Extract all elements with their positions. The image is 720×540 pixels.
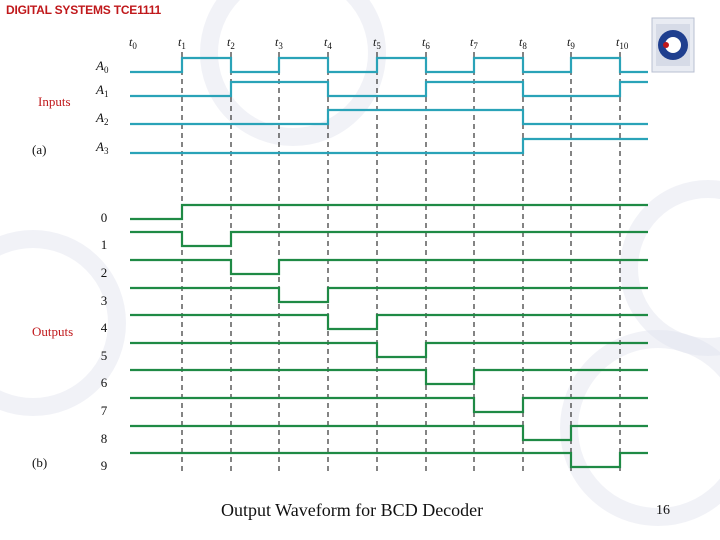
- time-label-t7: t7: [470, 35, 478, 51]
- output-waveform-7: [130, 396, 648, 414]
- slide-header: DIGITAL SYSTEMS TCE1111: [6, 3, 162, 17]
- inputs-group-label: Inputs: [38, 94, 71, 109]
- output-label-7: 7: [101, 403, 108, 418]
- output-label-1: 1: [101, 237, 108, 252]
- university-logo: [650, 16, 696, 74]
- input-label-a3: A3: [95, 139, 109, 156]
- time-label-t8: t8: [519, 35, 527, 51]
- part-b-label: (b): [32, 455, 47, 470]
- output-label-8: 8: [101, 431, 108, 446]
- output-waveform-4: [130, 313, 648, 331]
- input-waveform-a2: [130, 108, 648, 126]
- time-label-t5: t5: [373, 35, 381, 51]
- output-waveform-8: [130, 424, 648, 442]
- input-label-a0: A0: [95, 58, 109, 75]
- time-label-t9: t9: [567, 35, 575, 51]
- output-label-6: 6: [101, 375, 108, 390]
- output-waveform-2: [130, 258, 648, 276]
- part-a-label: (a): [32, 142, 46, 157]
- time-label-t1: t1: [178, 35, 186, 51]
- input-label-a2: A2: [95, 110, 108, 127]
- time-label-t10: t10: [616, 35, 629, 51]
- output-waveform-6: [130, 368, 648, 386]
- time-label-t2: t2: [227, 35, 235, 51]
- output-waveform-9: [130, 451, 648, 469]
- time-label-t6: t6: [422, 35, 430, 51]
- output-label-4: 4: [101, 320, 108, 335]
- time-label-t4: t4: [324, 35, 332, 51]
- output-waveform-3: [130, 286, 648, 304]
- page-number: 16: [656, 503, 670, 518]
- output-label-9: 9: [101, 458, 108, 473]
- output-waveform-1: [130, 230, 648, 248]
- time-label-t0: t0: [129, 35, 137, 51]
- slide-caption: Output Waveform for BCD Decoder: [221, 500, 484, 520]
- output-label-2: 2: [101, 265, 108, 280]
- input-waveform-a1: [130, 80, 648, 98]
- output-waveform-0: [130, 203, 648, 221]
- time-label-t3: t3: [275, 35, 283, 51]
- input-waveform-a0: [130, 56, 648, 74]
- output-waveform-5: [130, 341, 648, 359]
- output-label-3: 3: [101, 293, 108, 308]
- output-label-0: 0: [101, 210, 108, 225]
- input-label-a1: A1: [95, 82, 108, 99]
- input-waveform-a3: [130, 137, 648, 155]
- output-label-5: 5: [101, 348, 108, 363]
- outputs-group-label: Outputs: [32, 324, 73, 339]
